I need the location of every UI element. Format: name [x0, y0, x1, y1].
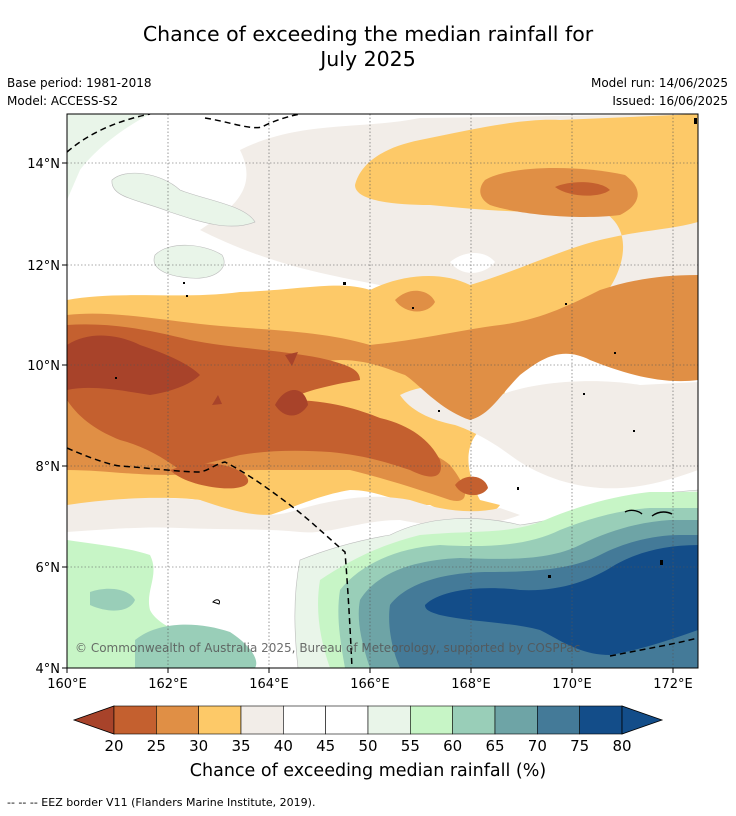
map-title: Chance of exceeding the median rainfall …: [0, 22, 736, 72]
colorbar-segment: [537, 705, 580, 735]
lat-label-8n: 8°N: [36, 460, 61, 475]
region-45-south: [67, 496, 520, 533]
colorbar-segment: [410, 705, 453, 735]
region-70-75-islet: [90, 588, 135, 611]
region-20-25-islet: [275, 390, 308, 416]
region-60-northwest: [67, 114, 150, 200]
region-20-25-islet-c: [212, 395, 222, 405]
base-period: Base period: 1981-2018: [7, 76, 152, 90]
colorbar-tick-label: 55: [401, 737, 420, 755]
colorbar-tick-label: 50: [358, 737, 377, 755]
colorbar-tick-label: 80: [612, 737, 631, 755]
tick-marks: [62, 162, 674, 673]
colorbar-label: Chance of exceeding median rainfall (%): [189, 761, 547, 781]
lat-label-12n: 12°N: [27, 259, 60, 274]
lon-label-160e: 160°E: [47, 677, 87, 692]
colorbar-tick-label: 45: [316, 737, 335, 755]
colorbar-segment: [494, 705, 538, 735]
lon-labels: 160°E 162°E 164°E 166°E 168°E 170°E 172°…: [47, 677, 693, 692]
lon-label-162e: 162°E: [148, 677, 188, 692]
issued-date: Issued: 16/06/2025: [612, 94, 728, 108]
colorbar-tick-label: 25: [147, 737, 166, 755]
lat-label-6n: 6°N: [36, 561, 61, 576]
map-plot-area: [67, 114, 698, 668]
meta-right: Model run: 14/06/2025 Issued: 16/06/2025: [591, 74, 728, 110]
region-25-30-north: [555, 182, 610, 196]
plot-frame: [66, 113, 699, 669]
title-line-2: July 2025: [320, 47, 416, 71]
colorbar-tick-label: 75: [570, 737, 589, 755]
region-30-35-north: [480, 168, 638, 217]
region-above-80: [425, 545, 698, 655]
meta-left: Base period: 1981-2018 Model: ACCESS-S2: [7, 74, 152, 110]
colorbar-tick-label: 40: [274, 737, 293, 755]
lat-label-4n: 4°N: [36, 662, 61, 677]
lat-label-10n: 10°N: [27, 359, 60, 374]
lat-labels: 14°N 12°N 10°N 8°N 6°N 4°N: [27, 157, 60, 677]
model-name: Model: ACCESS-S2: [7, 94, 119, 108]
islands: [115, 118, 697, 605]
colorbar-segment: [579, 705, 623, 735]
region-20-25-islet-b: [285, 352, 298, 366]
gridlines: [67, 114, 698, 668]
colorbar-segment: [156, 705, 199, 735]
colorbar-segment: [283, 705, 326, 735]
colorbar-segment: [367, 705, 411, 735]
eez-legend-note: -- -- -- EEZ border V11 (Flanders Marine…: [7, 796, 316, 809]
region-60-blob-a: [111, 172, 256, 227]
region-25-30-blob: [455, 476, 488, 496]
eez-border: [67, 114, 698, 668]
lat-label-14n: 14°N: [27, 157, 60, 172]
colorbar: 20 25 30 35 40 45 50 55 60 65 70 75 80: [72, 705, 664, 755]
region-25-30-south: [170, 463, 249, 489]
lon-label-166e: 166°E: [350, 677, 390, 692]
colorbar-segment: [325, 705, 369, 735]
model-run: Model run: 14/06/2025: [590, 76, 728, 90]
colorbar-tick-label: 70: [528, 737, 547, 755]
region-30-35-islet: [395, 290, 435, 312]
colorbar-tick-label: 30: [189, 737, 208, 755]
lon-label-170e: 170°E: [552, 677, 592, 692]
region-60-blob-b: [153, 244, 225, 279]
lon-label-172e: 172°E: [653, 677, 693, 692]
colorbar-segment: [198, 705, 242, 735]
colorbar-tick-label: 35: [231, 737, 250, 755]
region-70-75-west: [135, 624, 257, 668]
region-50-pocket: [450, 253, 495, 273]
colorbar-segment: [113, 705, 157, 735]
title-line-1: Chance of exceeding the median rainfall …: [142, 22, 594, 46]
colorbar-segment: [240, 705, 284, 735]
lon-label-164e: 164°E: [249, 677, 289, 692]
colorbar-tick-label: 65: [485, 737, 504, 755]
region-65-70: [67, 540, 250, 668]
colorbar-under-arrow: [72, 705, 115, 735]
colorbar-tick-label: 20: [104, 737, 123, 755]
copyright-notice: © Commonwealth of Australia 2025, Bureau…: [75, 641, 581, 655]
colorbar-tick-label: 60: [443, 737, 462, 755]
colorbar-segment: [452, 705, 496, 735]
colorbar-over-arrow: [621, 705, 664, 735]
lon-label-168e: 168°E: [451, 677, 491, 692]
